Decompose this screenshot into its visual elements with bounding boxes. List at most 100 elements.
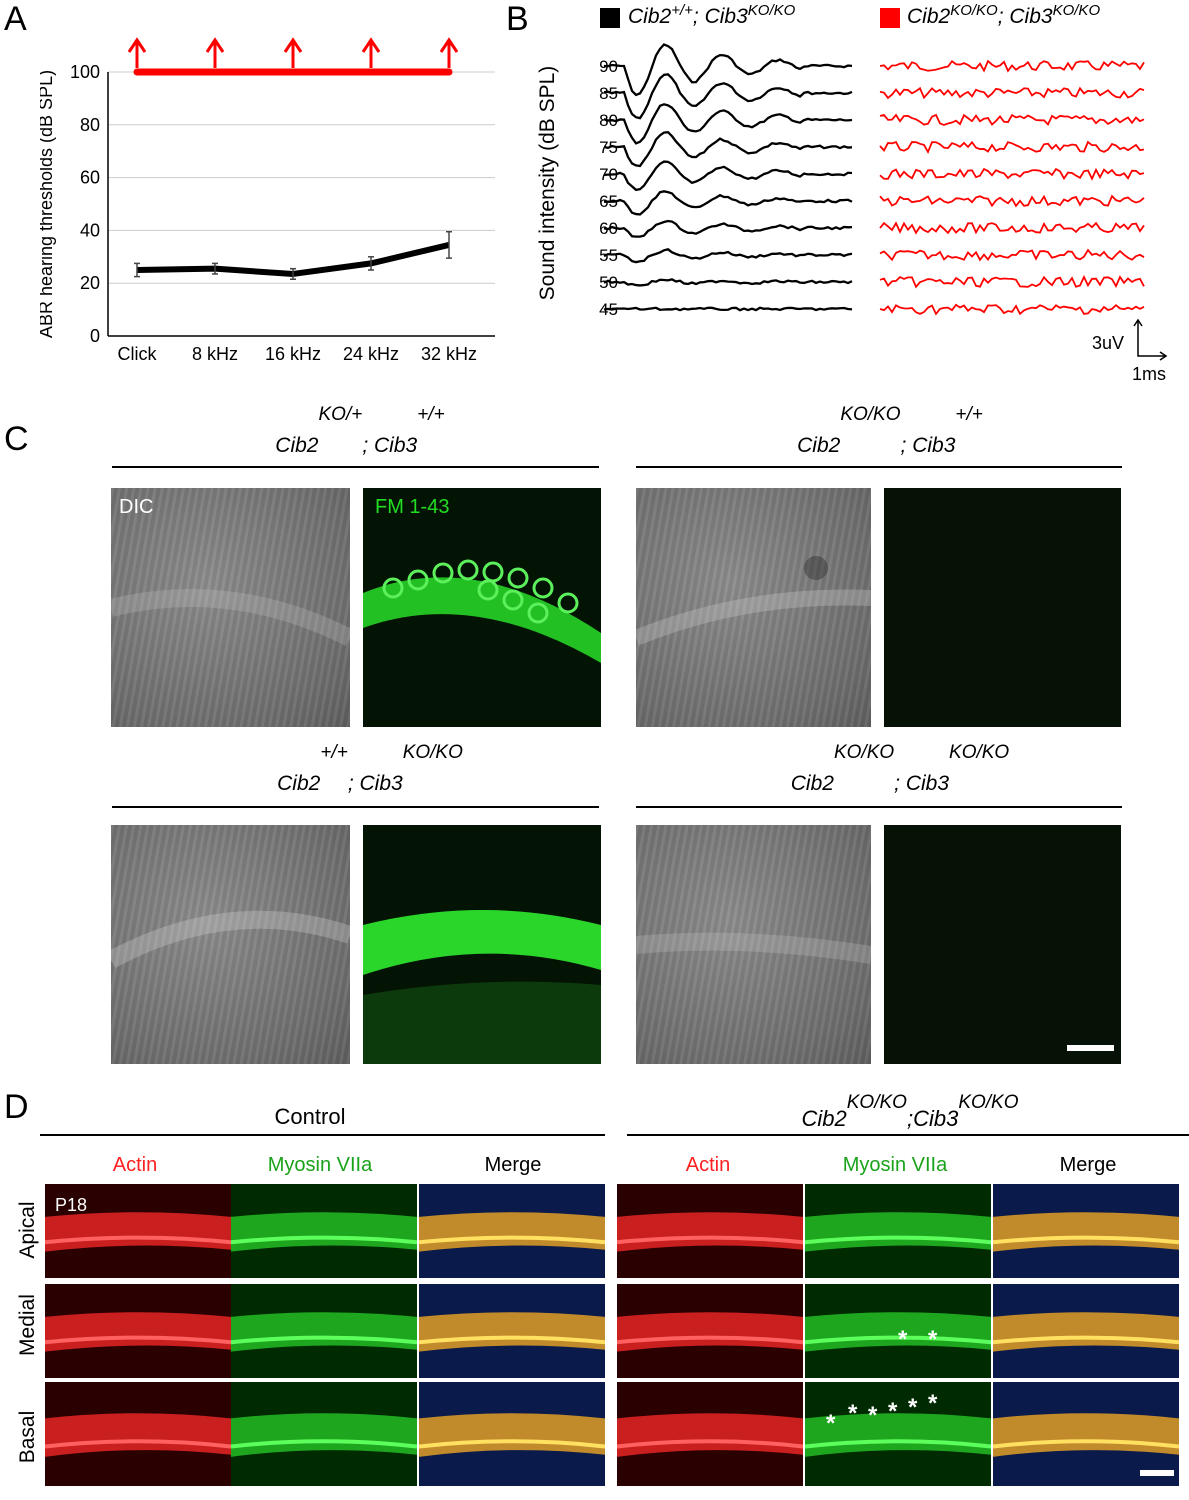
legend-swatch-red (880, 8, 900, 28)
row-label-apical: Apical (16, 1201, 39, 1259)
missing-cell-asterisk: * (888, 1398, 898, 1425)
hair-cell-band (617, 1212, 803, 1252)
stain-pattern (231, 1212, 417, 1252)
hair-cell-band (45, 1212, 231, 1252)
dic-image-cib3ko (111, 825, 350, 1064)
stain-myosin-medial-mutant (805, 1284, 991, 1378)
channel-merge-mutant: Merge (1059, 1154, 1117, 1176)
row-label-medial: Medial (16, 1294, 39, 1356)
stain-pattern (993, 1312, 1179, 1352)
stain-pattern (419, 1212, 605, 1252)
hair-cell-row (617, 1235, 803, 1245)
stain-merge-basal-control (419, 1382, 605, 1486)
hair-cell-band (993, 1413, 1179, 1457)
hair-cell-band (617, 1312, 803, 1352)
panel-letter-c: C (4, 420, 29, 458)
fm143-image-cib2ko (884, 488, 1121, 727)
stain-myosin-apical-control (231, 1184, 417, 1278)
fm143-image-het: FM 1-43 (363, 488, 601, 727)
abr-trace-knockout (879, 167, 1145, 181)
fm-label: FM 1-43 (375, 496, 450, 518)
stain-merge-basal-mutant (993, 1382, 1179, 1486)
intensity-level-label: 55 (599, 246, 618, 265)
abr-trace-knockout (879, 248, 1145, 262)
fm143-image-dko (884, 825, 1121, 1064)
stain-myosin-medial-control (231, 1284, 417, 1378)
group-underline-2 (636, 466, 1122, 468)
y-tick-label: 60 (80, 168, 100, 188)
up-arrow-head-icon (361, 37, 381, 53)
stain-pattern (617, 1312, 803, 1352)
y-tick-label: 0 (90, 326, 100, 346)
y-tick-label: 20 (80, 273, 100, 293)
legend-label-black: Cib2+/+; Cib3KO/KO (628, 2, 796, 28)
channel-myosin-control: Myosin VIIa (267, 1154, 373, 1176)
x-tick-label: 8 kHz (192, 344, 238, 364)
stain-merge-medial-mutant (993, 1284, 1179, 1378)
abr-trace-knockout (879, 140, 1145, 155)
dic-texture (111, 910, 350, 968)
intensity-level-label: 50 (599, 273, 618, 292)
y-tick-label: 100 (70, 62, 100, 82)
up-arrow-head-icon (283, 37, 303, 53)
hair-cell-row (419, 1235, 605, 1245)
stain-pattern (617, 1413, 803, 1457)
abr-trace-wildtype (603, 278, 853, 287)
up-arrow-head-icon (439, 37, 459, 53)
dic-image-cib2ko (636, 488, 871, 727)
stain-actin-medial-mutant (617, 1284, 803, 1378)
group-underline-1 (112, 466, 599, 468)
scale-voltage: 3uV (1092, 333, 1125, 353)
fm143-image-cib3ko (363, 825, 601, 1064)
panel-b-ylabel: Sound intensity (dB SPL) (536, 65, 559, 301)
stain-pattern (805, 1312, 991, 1352)
hair-cell-row (419, 1439, 605, 1449)
stain-pattern (419, 1312, 605, 1352)
mutant-underline (627, 1134, 1189, 1136)
hair-cell-band (805, 1212, 991, 1252)
dic-texture (636, 932, 871, 964)
panel-letter-b: B (506, 0, 529, 38)
abr-trace-wildtype (603, 190, 853, 216)
abr-trace-wildtype (603, 306, 853, 312)
y-tick-label: 80 (80, 115, 100, 135)
hair-cell-band (231, 1212, 417, 1252)
hair-cell-row (45, 1235, 231, 1245)
abr-threshold-chart: ABR hearing thresholds (dB SPL) 0 20 40 60 80… (36, 30, 510, 370)
abr-trace-knockout (879, 221, 1145, 235)
hair-cell-row (993, 1335, 1179, 1345)
stain-merge-apical-control (419, 1184, 605, 1278)
group-header-3: Cib2+/+; Cib3KO/KO (277, 742, 463, 795)
missing-cell-asterisk: * (826, 1410, 836, 1437)
stain-myosin-apical-mutant (805, 1184, 991, 1278)
hair-cell-band (231, 1312, 417, 1352)
scale-time: 1ms (1132, 364, 1167, 384)
group-underline-4 (636, 806, 1122, 808)
stain-pattern (805, 1413, 991, 1457)
x-tick-label: 16 kHz (265, 344, 321, 364)
hair-cell-band (419, 1212, 605, 1252)
stain-myosin-basal-control (231, 1382, 417, 1486)
stain-merge-apical-mutant (993, 1184, 1179, 1278)
control-underline (40, 1134, 605, 1136)
x-tick-label: 32 kHz (421, 344, 477, 364)
missing-cell-asterisk: * (898, 1326, 908, 1353)
scale-bar-icon (1133, 318, 1168, 361)
group-header-2: Cib2KO/KO; Cib3+/+ (797, 404, 983, 457)
stain-pattern (45, 1413, 231, 1457)
fm-hair-cells (363, 910, 601, 1064)
dic-texture (111, 589, 350, 647)
channel-actin-mutant: Actin (685, 1154, 731, 1176)
hair-cell-row (45, 1335, 231, 1345)
hair-cell-band (419, 1312, 605, 1352)
stain-pattern (805, 1212, 991, 1252)
dic-image-het: DIC (111, 488, 350, 727)
dic-image-dko (636, 825, 871, 1064)
hair-cell-band (805, 1312, 991, 1352)
channel-actin-control: Actin (112, 1154, 158, 1176)
x-tick-label: 24 kHz (343, 344, 399, 364)
y-tick-label: 40 (80, 220, 100, 240)
abr-trace-wildtype (603, 248, 853, 264)
control-header: Control (274, 1104, 346, 1129)
abr-trace-wildtype (603, 103, 853, 145)
